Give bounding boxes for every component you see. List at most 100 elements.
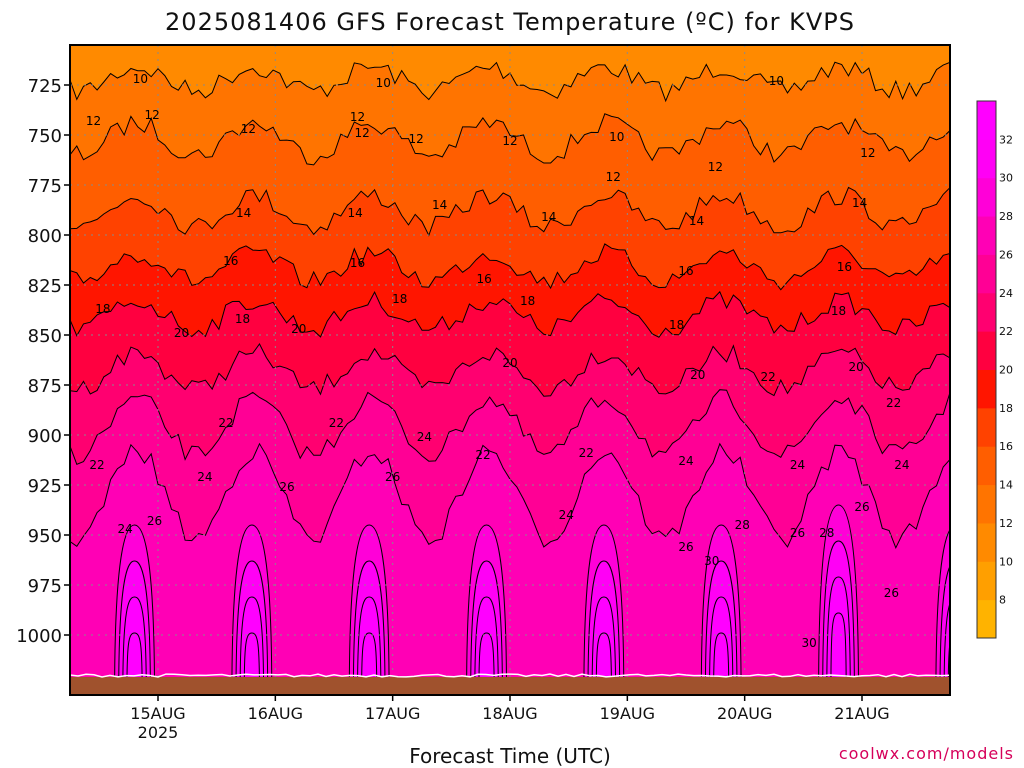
temperature-bands (70, 45, 950, 695)
contour-label: 24 (678, 454, 693, 468)
contour-label: 20 (291, 322, 306, 336)
contour-label: 20 (174, 326, 189, 340)
contour-label: 12 (708, 160, 723, 174)
y-tick-label: 975 (28, 576, 62, 597)
contour-label: 20 (690, 368, 705, 382)
x-tick-label: 21AUG (834, 704, 889, 723)
contour-label: 10 (769, 74, 784, 88)
contour-label: 14 (689, 214, 704, 228)
colorbar-swatch (977, 522, 996, 562)
contour-14 (70, 186, 950, 237)
y-tick-label: 750 (28, 126, 62, 147)
contour-label: 16 (223, 254, 238, 268)
colorbar-swatch (977, 254, 996, 294)
chart-title: 2025081406 GFS Forecast Temperature (ºC)… (165, 8, 855, 36)
x-tick-label: 18AUG (482, 704, 537, 723)
contour-label: 18 (669, 318, 684, 332)
contour-label: 20 (502, 356, 517, 370)
contour-label: 30 (704, 554, 719, 568)
contour-label: 14 (347, 206, 362, 220)
contour-label: 26 (678, 540, 693, 554)
contour-label: 22 (218, 416, 233, 430)
colorbar-label: 12 (999, 517, 1013, 530)
contour-label: 24 (197, 470, 212, 484)
contour-label: 16 (678, 264, 693, 278)
contour-label: 26 (147, 514, 162, 528)
y-tick-label: 950 (28, 526, 62, 547)
contour-label: 24 (790, 458, 805, 472)
ground-edge (70, 673, 950, 678)
contour-label: 18 (95, 302, 110, 316)
contour-label: 24 (894, 458, 909, 472)
y-axis: 725 750 775 800 825 850 875 900 925 950 975 1000 (16, 76, 70, 647)
contour-label: 14 (236, 206, 251, 220)
contour-label: 10 (133, 72, 148, 86)
colorbar-label: 10 (999, 555, 1013, 568)
plot-area: 10 10 10 10 12 12 12 12 12 12 12 12 12 12 14 14 14 14 14 14… (70, 45, 950, 695)
colorbar-swatch (977, 292, 996, 332)
contour-label: 12 (860, 146, 875, 160)
contour-12 (70, 113, 950, 166)
y-tick-label: 850 (28, 326, 62, 347)
contour-label: 12 (606, 170, 621, 184)
contour-label: 12 (86, 114, 101, 128)
colorbar-swatch (977, 599, 996, 639)
colorbar-label: 14 (999, 479, 1013, 492)
colorbar-swatch (977, 101, 996, 140)
x-tick-sublabel: 2025 (138, 723, 179, 742)
y-tick-label: 925 (28, 476, 62, 497)
warm-dome-20-32 (830, 612, 847, 695)
y-tick-label: 1000 (16, 626, 62, 647)
contour-18 (70, 290, 950, 338)
contour-label: 22 (886, 396, 901, 410)
contour-label: 26 (884, 586, 899, 600)
y-tick-label: 775 (28, 176, 62, 197)
contour-label: 14 (541, 210, 556, 224)
y-tick-label: 800 (28, 226, 62, 247)
colorbar-swatch (977, 177, 996, 217)
contour-22 (70, 389, 950, 465)
colorbar-label: 32 (999, 133, 1013, 146)
colorbar-swatch (977, 369, 996, 409)
colorbar-swatch (977, 331, 996, 370)
colorbar-swatch (977, 446, 996, 486)
credit-text: coolwx.com/models (839, 744, 1014, 763)
contour-label: 18 (235, 312, 250, 326)
contour-label: 18 (392, 292, 407, 306)
contour-label: 18 (831, 304, 846, 318)
contour-label: 12 (408, 132, 423, 146)
contour-label: 28 (735, 518, 750, 532)
contour-label: 26 (385, 470, 400, 484)
x-tick-label: 19AUG (600, 704, 655, 723)
colorbar: 8 10 12 14 16 18 20 22 24 26 28 30 32 (976, 100, 1013, 639)
contour-label: 12 (350, 110, 365, 124)
contour-label: 12 (355, 126, 370, 140)
contour-label: 22 (475, 448, 490, 462)
y-tick-label: 875 (28, 376, 62, 397)
contour-label: 26 (790, 526, 805, 540)
x-tick-label: 17AUG (365, 704, 420, 723)
y-tick-label: 725 (28, 76, 62, 97)
contour-label: 24 (559, 508, 574, 522)
y-tick-label: 900 (28, 426, 62, 447)
colorbar-frame (976, 100, 997, 639)
contour-label: 12 (502, 134, 517, 148)
x-tick-label: 16AUG (248, 704, 303, 723)
colorbar-label: 30 (999, 172, 1013, 185)
contour-label: 26 (279, 480, 294, 494)
colorbar-swatch (977, 561, 996, 601)
ground-fill (70, 677, 950, 695)
x-tick-label: 15AUG (130, 704, 185, 723)
contour-label: 26 (854, 500, 869, 514)
colorbar-label: 8 (999, 594, 1006, 607)
contour-label: 22 (329, 416, 344, 430)
x-tick-label: 20AUG (717, 704, 772, 723)
contour-label: 24 (417, 430, 432, 444)
colorbar-label: 22 (999, 325, 1013, 338)
contour-label: 24 (118, 522, 133, 536)
contour-16 (70, 243, 950, 291)
colorbar-label: 18 (999, 402, 1013, 415)
contour-label: 10 (609, 130, 624, 144)
